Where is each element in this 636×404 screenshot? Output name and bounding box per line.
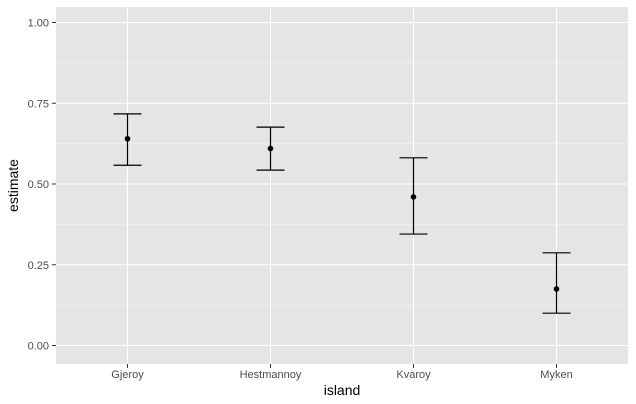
y-tick-label: 1.00 (28, 18, 49, 30)
x-tick-label: Gjeroy (111, 369, 144, 381)
y-tick-label: 0.00 (28, 341, 49, 353)
errorbar-hestmannoy (256, 126, 285, 171)
errorbar-myken (542, 252, 571, 314)
errorbar-kvaroy (399, 157, 428, 235)
y-axis-title: estimate (5, 159, 21, 212)
x-axis-title: island (324, 382, 361, 398)
estimate-point (267, 145, 274, 152)
y-axis: 0.00 0.25 0.50 0.75 1.00 (28, 18, 56, 353)
y-tick-label: 0.25 (28, 260, 49, 272)
estimate-point (553, 286, 560, 292)
x-tick-label: Myken (540, 369, 572, 381)
data-marks (113, 113, 571, 314)
y-tick-label: 0.75 (28, 98, 49, 110)
x-axis: Gjeroy Hestmannoy Kvaroy Myken (111, 364, 573, 381)
x-tick-label: Hestmannoy (240, 369, 302, 381)
errorbar-gjeroy (113, 113, 142, 166)
plot-panel (56, 7, 628, 364)
x-tick-label: Kvaroy (396, 369, 431, 381)
estimate-point (410, 194, 417, 200)
estimate-point (124, 135, 131, 142)
y-tick-label: 0.50 (28, 179, 49, 191)
